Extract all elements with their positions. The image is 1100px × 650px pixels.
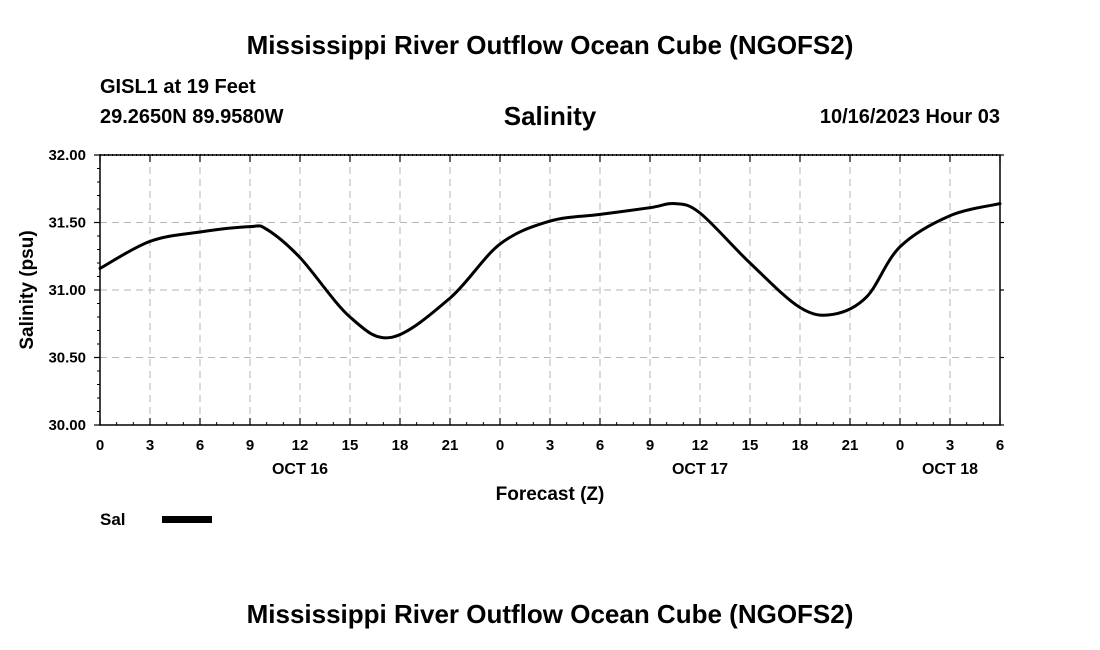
date-label: OCT 17 xyxy=(672,461,728,478)
station-label: GISL1 at 19 Feet xyxy=(100,76,256,98)
x-tick-label: 9 xyxy=(246,437,254,454)
grid xyxy=(100,155,1000,425)
x-tick-label: 3 xyxy=(146,437,154,454)
series-line-sal xyxy=(98,201,1002,340)
x-tick-label: 0 xyxy=(496,437,504,454)
x-tick-label: 15 xyxy=(342,437,359,454)
y-tick-label: 31.50 xyxy=(48,215,86,232)
y-tick-label: 30.00 xyxy=(48,417,86,434)
legend-label: Sal xyxy=(100,510,126,529)
axis-labels: 0 3 6 9 12 15 18 21 0 3 6 9 12 15 18 21 0 3 6 30.00 30.50 31.… xyxy=(48,147,1004,478)
coordinates-label: 29.2650N 89.9580W xyxy=(100,106,284,128)
x-tick-label: 6 xyxy=(996,437,1004,454)
y-tick-label: 32.00 xyxy=(48,147,86,164)
x-tick-label: 0 xyxy=(96,437,104,454)
x-tick-label: 12 xyxy=(292,437,309,454)
x-tick-label: 3 xyxy=(946,437,954,454)
legend-swatch xyxy=(162,516,212,523)
x-tick-label: 21 xyxy=(442,437,459,454)
x-tick-label: 21 xyxy=(842,437,859,454)
x-axis-label: Forecast (Z) xyxy=(496,484,605,505)
x-tick-label: 0 xyxy=(896,437,904,454)
y-tick-label: 31.00 xyxy=(48,282,86,299)
legend: Sal xyxy=(100,510,212,529)
x-tick-label: 15 xyxy=(742,437,759,454)
x-tick-label: 12 xyxy=(692,437,709,454)
date-label: OCT 16 xyxy=(272,461,328,478)
datetime-label: 10/16/2023 Hour 03 xyxy=(819,106,1000,128)
footer-title: Mississippi River Outflow Ocean Cube (NG… xyxy=(246,599,854,629)
plot-frame xyxy=(99,154,1001,426)
chart-subtitle: Salinity xyxy=(503,101,597,131)
x-tick-label: 18 xyxy=(792,437,809,454)
chart-title: Mississippi River Outflow Ocean Cube (NG… xyxy=(246,30,854,60)
x-tick-label: 9 xyxy=(646,437,654,454)
x-tick-label: 6 xyxy=(596,437,604,454)
y-axis-label: Salinity (psu) xyxy=(17,230,38,349)
date-label: OCT 18 xyxy=(922,461,978,478)
y-tick-label: 30.50 xyxy=(48,350,86,367)
x-tick-label: 3 xyxy=(546,437,554,454)
x-tick-label: 6 xyxy=(196,437,204,454)
x-tick-label: 18 xyxy=(392,437,409,454)
